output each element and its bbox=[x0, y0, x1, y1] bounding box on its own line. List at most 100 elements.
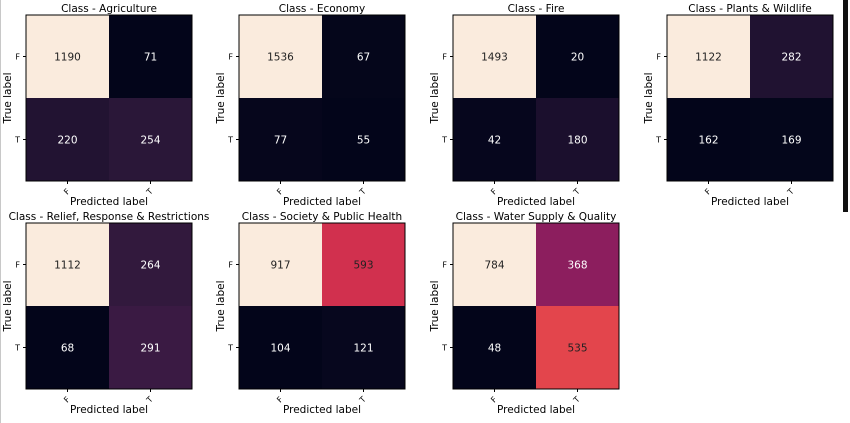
panel-border bbox=[238, 222, 406, 390]
x-tick-label: F bbox=[489, 395, 499, 405]
cell-value-label: 71 bbox=[144, 52, 157, 64]
x-tick-label: F bbox=[62, 187, 72, 197]
x-axis-label: Predicted label bbox=[497, 404, 575, 416]
y-tick-label: F bbox=[15, 53, 20, 62]
panel-border bbox=[452, 14, 620, 182]
cell-value-label: 917 bbox=[270, 260, 290, 272]
y-axis-label: True label bbox=[215, 280, 227, 332]
x-tick-label: T bbox=[357, 395, 368, 406]
cell-value-label: 77 bbox=[274, 135, 287, 147]
cell-value-label: 535 bbox=[567, 343, 587, 355]
x-tick-label: F bbox=[275, 395, 285, 405]
heatmap-cell bbox=[239, 98, 322, 181]
panel-border bbox=[25, 14, 193, 182]
y-tick-label: T bbox=[14, 136, 20, 145]
cell-value-label: 162 bbox=[698, 135, 718, 147]
heatmap-cell bbox=[453, 223, 536, 306]
cell-value-label: 68 bbox=[61, 343, 74, 355]
y-tick-label: F bbox=[442, 261, 447, 270]
heatmap-cell bbox=[322, 306, 405, 389]
heatmap-cell bbox=[536, 98, 619, 181]
heatmap-cell bbox=[239, 223, 322, 306]
heatmap-cell bbox=[453, 15, 536, 98]
cell-value-label: 1122 bbox=[695, 52, 722, 64]
x-axis-label: Predicted label bbox=[70, 404, 148, 416]
cell-value-label: 1536 bbox=[267, 52, 294, 64]
y-axis-label: True label bbox=[429, 72, 441, 124]
x-axis-label: Predicted label bbox=[283, 196, 361, 208]
cell-value-label: 784 bbox=[484, 260, 504, 272]
heatmap-cell bbox=[322, 98, 405, 181]
x-tick-label: T bbox=[571, 395, 582, 406]
heatmap-cell bbox=[26, 15, 109, 98]
y-tick-label: T bbox=[441, 136, 447, 145]
y-tick-label: T bbox=[441, 344, 447, 353]
x-axis-label: Predicted label bbox=[70, 196, 148, 208]
heatmap-cell bbox=[536, 15, 619, 98]
x-tick-label: F bbox=[62, 395, 72, 405]
x-tick-label: T bbox=[571, 187, 582, 198]
panel-title: Class - Society & Public Health bbox=[242, 211, 402, 223]
cell-value-label: 368 bbox=[567, 260, 587, 272]
x-tick-label: F bbox=[275, 187, 285, 197]
heatmap-cell bbox=[109, 98, 192, 181]
x-tick-label: T bbox=[357, 187, 368, 198]
heatmap-cell bbox=[26, 306, 109, 389]
heatmap-cell bbox=[750, 98, 833, 181]
cell-value-label: 104 bbox=[270, 343, 290, 355]
cell-value-label: 593 bbox=[353, 260, 373, 272]
cell-value-label: 1493 bbox=[481, 52, 508, 64]
cell-value-label: 169 bbox=[781, 135, 801, 147]
y-axis-label: True label bbox=[215, 72, 227, 124]
cell-value-label: 55 bbox=[357, 135, 370, 147]
heatmap-cell bbox=[26, 223, 109, 306]
x-tick-label: F bbox=[489, 187, 499, 197]
panel-border bbox=[238, 14, 406, 182]
heatmap-cell bbox=[109, 223, 192, 306]
cell-value-label: 264 bbox=[140, 260, 160, 272]
cell-value-label: 20 bbox=[571, 52, 584, 64]
cell-value-label: 254 bbox=[140, 135, 160, 147]
panel-title: Class - Economy bbox=[279, 3, 365, 15]
x-axis-label: Predicted label bbox=[497, 196, 575, 208]
heatmap-cell bbox=[239, 306, 322, 389]
x-tick-label: T bbox=[785, 187, 796, 198]
heatmap-cell bbox=[322, 223, 405, 306]
heatmap-cell bbox=[453, 306, 536, 389]
x-tick-label: F bbox=[703, 187, 713, 197]
y-tick-label: T bbox=[227, 344, 233, 353]
panel-title: Class - Relief, Response & Restrictions bbox=[9, 211, 210, 223]
heatmap-cell bbox=[536, 223, 619, 306]
y-axis-label: True label bbox=[2, 280, 14, 332]
y-tick-label: F bbox=[442, 53, 447, 62]
heatmap-cell bbox=[667, 98, 750, 181]
cell-value-label: 220 bbox=[57, 135, 77, 147]
heatmap-cell bbox=[453, 98, 536, 181]
cell-value-label: 1190 bbox=[54, 52, 81, 64]
cell-value-label: 67 bbox=[357, 52, 370, 64]
heatmap-cell bbox=[26, 98, 109, 181]
heatmap-cell bbox=[239, 15, 322, 98]
x-axis-label: Predicted label bbox=[283, 404, 361, 416]
heatmap-cell bbox=[109, 15, 192, 98]
panel-border bbox=[25, 222, 193, 390]
x-axis-label: Predicted label bbox=[711, 196, 789, 208]
panel-title: Class - Agriculture bbox=[61, 3, 157, 15]
cell-value-label: 42 bbox=[488, 135, 501, 147]
right-edge-bar bbox=[843, 0, 848, 212]
y-tick-label: T bbox=[227, 136, 233, 145]
y-tick-label: F bbox=[656, 53, 661, 62]
cell-value-label: 1112 bbox=[54, 260, 81, 272]
y-tick-label: T bbox=[655, 136, 661, 145]
y-tick-label: T bbox=[14, 344, 20, 353]
heatmap-cell bbox=[667, 15, 750, 98]
heatmap-cell bbox=[536, 306, 619, 389]
heatmap-cell bbox=[109, 306, 192, 389]
cell-value-label: 282 bbox=[781, 52, 801, 64]
panel-title: Class - Water Supply & Quality bbox=[456, 211, 617, 223]
y-axis-label: True label bbox=[2, 72, 14, 124]
panel-title: Class - Plants & Wildlife bbox=[688, 3, 812, 15]
left-border-line bbox=[0, 0, 1, 423]
y-tick-label: F bbox=[228, 261, 233, 270]
